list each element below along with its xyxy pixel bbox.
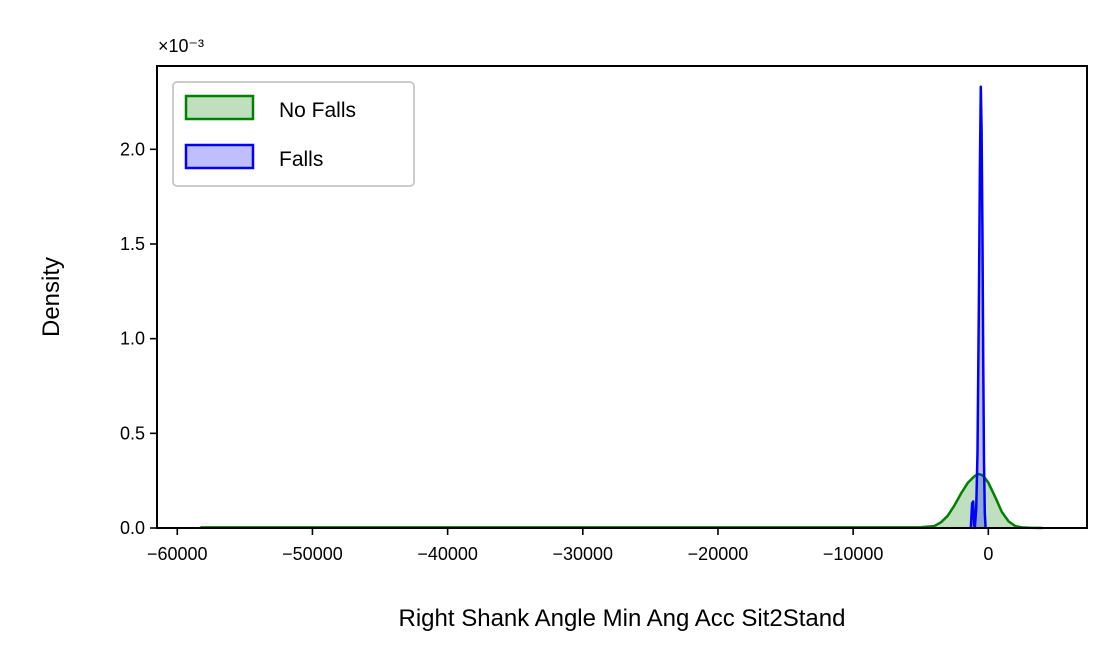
y-tick-label: 2.0 [120,139,145,159]
legend-label-falls: Falls [279,148,323,171]
x-tick-label: −30000 [553,544,614,564]
y-tick-label: 1.0 [120,329,145,349]
x-tick-label: −40000 [417,544,478,564]
plot-frame [156,65,1088,529]
x-axis: −60000 −50000 −40000 −30000 −20000 −10000 0 [147,528,993,564]
x-tick-label: −50000 [282,544,343,564]
x-tick-label: −10000 [823,544,884,564]
y-scale-label: ×10⁻³ [158,36,204,56]
series-fill-no-falls [200,474,1043,528]
series-line-no-falls [200,472,1043,530]
x-tick-label: 0 [983,544,993,564]
legend: No Falls Falls [172,81,415,187]
y-tick-label: 0.5 [120,423,145,443]
legend-swatch-falls [184,143,255,170]
y-tick-label: 1.5 [120,234,145,254]
x-axis-label: Right Shank Angle Min Ang Acc Sit2Stand [399,605,846,632]
legend-swatch-no-falls [184,94,255,121]
x-tick-label: −60000 [147,544,208,564]
y-axis-label: Density [38,257,65,337]
legend-label-no-falls: No Falls [279,99,356,122]
x-tick-label: −20000 [688,544,749,564]
series-line-falls [969,85,987,530]
y-tick-label: 0.0 [120,518,145,538]
y-axis: 0.0 0.5 1.0 1.5 2.0 [120,139,157,538]
legend-box [172,81,415,187]
series-layer [200,85,1043,530]
